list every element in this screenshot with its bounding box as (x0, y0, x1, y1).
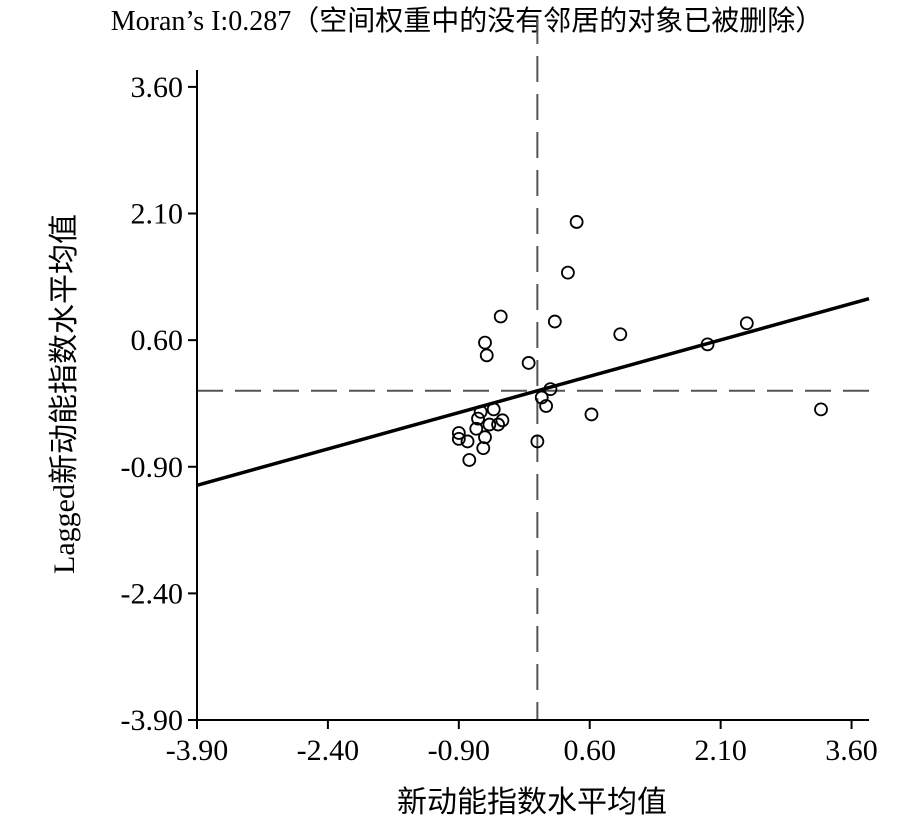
data-point (473, 404, 488, 419)
data-point (486, 402, 501, 417)
data-point (479, 348, 494, 363)
y-tick-label: 0.60 (131, 324, 184, 357)
data-point (584, 407, 599, 422)
x-tick-label: -3.90 (166, 734, 229, 767)
points-layer (451, 215, 828, 467)
data-point (462, 453, 477, 467)
data-point (539, 399, 553, 413)
data-point (451, 431, 466, 446)
data-point (482, 417, 497, 432)
data-point (534, 390, 549, 405)
y-tick-label: 2.10 (131, 198, 184, 231)
data-point (451, 426, 466, 440)
y-tick-label: 3.60 (131, 71, 184, 104)
data-point (543, 382, 558, 396)
y-tick-label: -2.40 (121, 577, 184, 610)
chart-title: Moran’s I:0.287（空间权重中的没有邻居的对象已被删除） (111, 5, 823, 37)
data-point (521, 356, 536, 370)
data-point (569, 215, 584, 229)
regression-layer (196, 297, 870, 487)
data-point (814, 402, 828, 417)
x-axis-title: 新动能指数水平均值 (397, 786, 667, 818)
data-point (471, 411, 485, 426)
y-tick-label: -3.90 (121, 704, 184, 737)
data-point (547, 314, 562, 329)
y-ticks: -3.90 -2.40 -0.90 0.60 2.10 3.60 (121, 71, 197, 737)
data-point (476, 441, 491, 456)
regression-line (196, 297, 870, 487)
axes (196, 70, 869, 721)
data-point (460, 434, 475, 449)
data-point (469, 421, 484, 436)
data-point (478, 430, 492, 445)
mean-lines (197, 18, 869, 720)
data-point (700, 337, 715, 352)
x-tick-label: 0.60 (563, 734, 616, 767)
x-tick-label: 2.10 (694, 734, 747, 767)
x-tick-label: -2.40 (297, 734, 360, 767)
data-point (478, 335, 492, 350)
data-point (561, 265, 575, 280)
x-tick-label: -0.90 (428, 734, 491, 767)
x-tick-label: 3.60 (825, 734, 878, 767)
data-point (530, 434, 545, 449)
x-ticks: -3.90 -2.40 -0.90 0.60 2.10 3.60 (166, 720, 878, 767)
data-point (493, 309, 508, 324)
data-point (495, 413, 510, 428)
data-point (613, 327, 628, 342)
data-point (491, 417, 505, 432)
y-tick-label: -0.90 (121, 451, 184, 484)
data-point (739, 316, 754, 331)
y-axis-title: Lagged新动能指数水平均值 (48, 214, 81, 574)
